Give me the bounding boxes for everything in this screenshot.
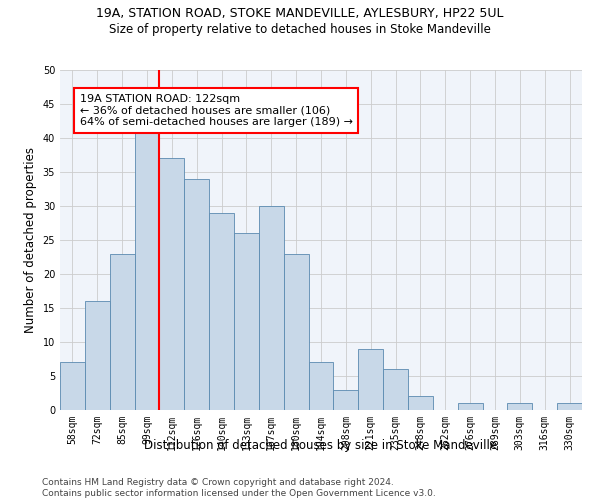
Bar	[284, 254, 308, 410]
Bar	[60, 362, 85, 410]
Text: Contains HM Land Registry data © Crown copyright and database right 2024.
Contai: Contains HM Land Registry data © Crown c…	[42, 478, 436, 498]
Bar	[234, 233, 259, 410]
Text: 19A, STATION ROAD, STOKE MANDEVILLE, AYLESBURY, HP22 5UL: 19A, STATION ROAD, STOKE MANDEVILLE, AYL…	[96, 8, 504, 20]
Bar	[408, 396, 433, 410]
Text: Size of property relative to detached houses in Stoke Mandeville: Size of property relative to detached ho…	[109, 22, 491, 36]
Text: Distribution of detached houses by size in Stoke Mandeville: Distribution of detached houses by size …	[145, 440, 497, 452]
Bar	[557, 403, 582, 410]
Bar	[184, 179, 209, 410]
Bar	[134, 124, 160, 410]
Bar	[209, 213, 234, 410]
Bar	[110, 254, 134, 410]
Bar	[308, 362, 334, 410]
Bar	[383, 369, 408, 410]
Bar	[160, 158, 184, 410]
Text: 19A STATION ROAD: 122sqm
← 36% of detached houses are smaller (106)
64% of semi-: 19A STATION ROAD: 122sqm ← 36% of detach…	[80, 94, 353, 127]
Bar	[334, 390, 358, 410]
Bar	[458, 403, 482, 410]
Bar	[358, 349, 383, 410]
Bar	[259, 206, 284, 410]
Bar	[508, 403, 532, 410]
Bar	[85, 301, 110, 410]
Y-axis label: Number of detached properties: Number of detached properties	[24, 147, 37, 333]
